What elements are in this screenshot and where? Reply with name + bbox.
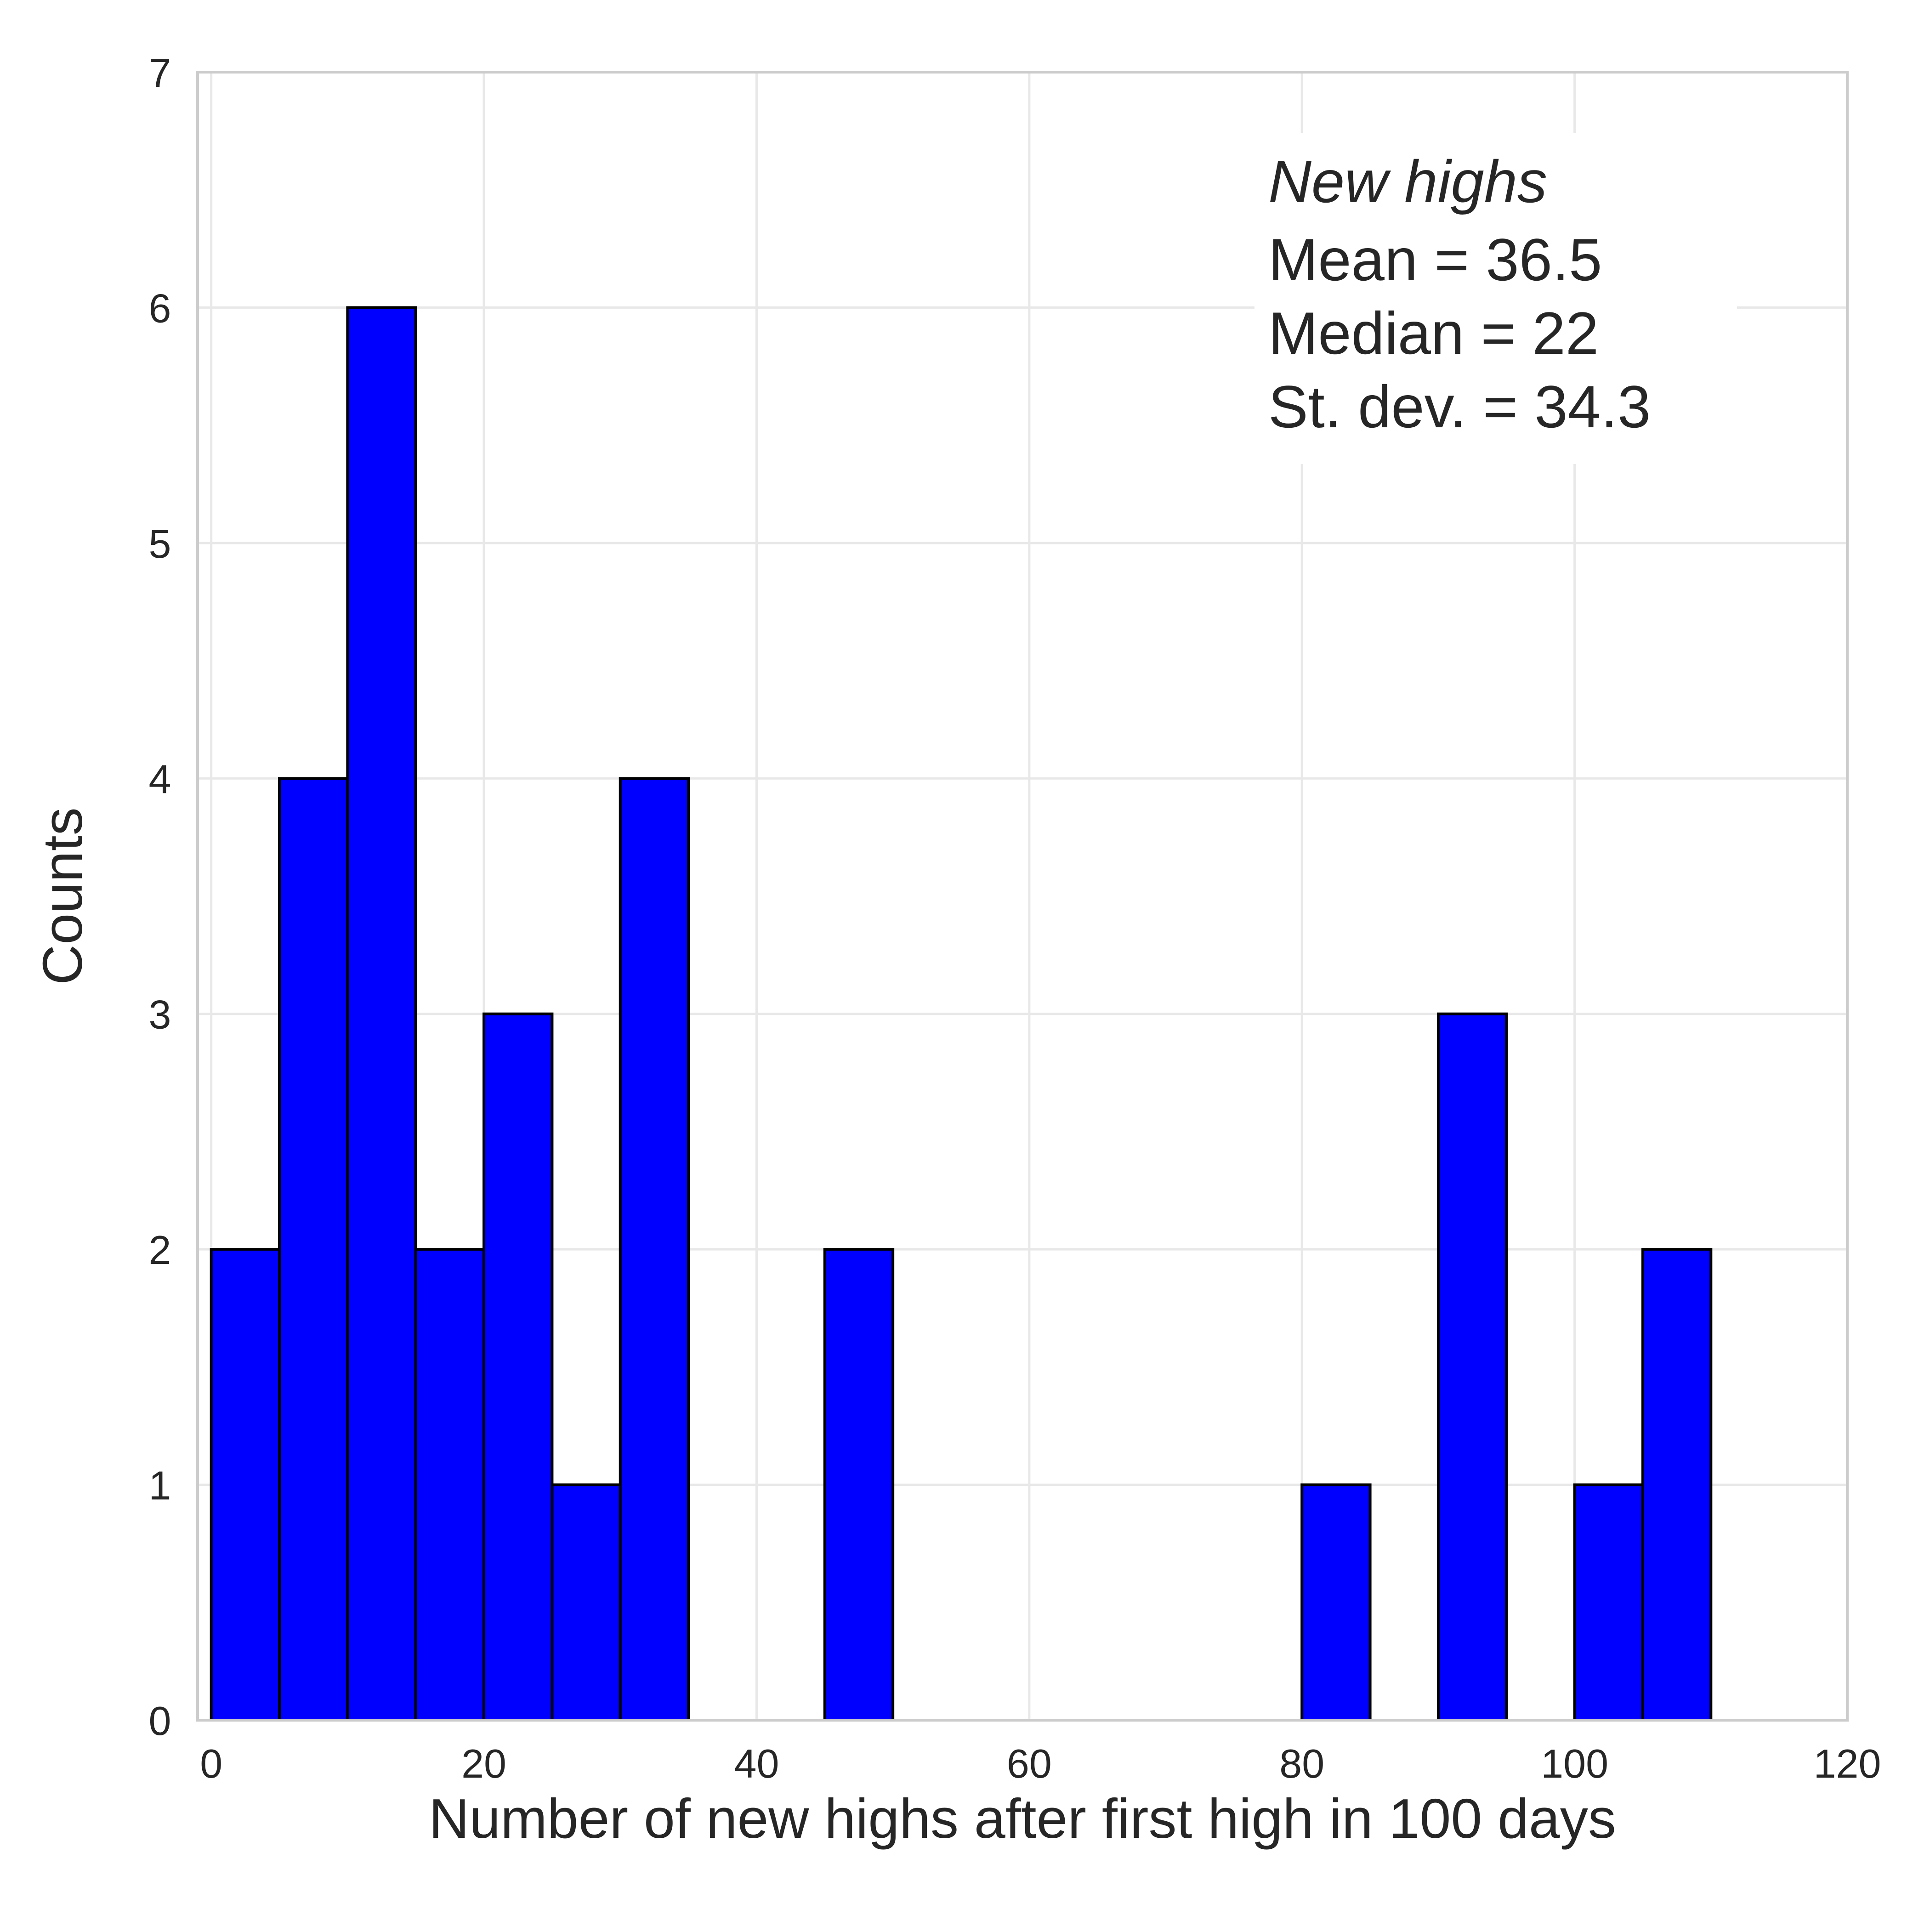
x-tick-label: 120 xyxy=(1814,1741,1881,1786)
histogram-bar xyxy=(1641,1248,1713,1722)
histogram-bar xyxy=(823,1248,895,1722)
histogram-bars xyxy=(210,306,1713,1722)
x-axis-tick-labels: 0 20 40 60 80 100 120 xyxy=(200,1741,1881,1786)
histogram-bar xyxy=(1436,1012,1508,1722)
plot-frame xyxy=(196,71,1849,1722)
histogram-bar xyxy=(551,1483,622,1722)
y-tick-label: 5 xyxy=(149,521,171,567)
x-tick-label: 80 xyxy=(1279,1741,1324,1786)
y-tick-label: 0 xyxy=(149,1698,171,1744)
histogram-bar xyxy=(414,1248,486,1722)
y-tick-label: 7 xyxy=(149,50,171,96)
x-tick-label: 20 xyxy=(461,1741,506,1786)
x-tick-label: 0 xyxy=(200,1741,222,1786)
histogram-bar xyxy=(346,306,417,1722)
y-tick-label: 3 xyxy=(149,992,171,1037)
y-axis-tick-labels: 0 1 2 3 4 5 6 7 xyxy=(149,50,171,1744)
histogram-bar xyxy=(619,777,690,1722)
stats-title: New highs xyxy=(1268,148,1547,215)
x-tick-label: 60 xyxy=(1007,1741,1052,1786)
histogram-bar xyxy=(278,777,349,1722)
stats-annotation-background xyxy=(1254,133,1737,464)
y-tick-label: 1 xyxy=(149,1463,171,1508)
x-tick-label: 100 xyxy=(1541,1741,1608,1786)
histogram-bar xyxy=(482,1012,554,1722)
stats-median: Median = 22 xyxy=(1268,300,1599,367)
y-axis-label: Counts xyxy=(31,807,94,985)
histogram-bar xyxy=(210,1248,281,1722)
x-tick-label: 40 xyxy=(734,1741,779,1786)
histogram-bar xyxy=(1573,1483,1644,1722)
y-tick-label: 4 xyxy=(149,756,171,802)
y-tick-label: 6 xyxy=(149,285,171,331)
stats-mean: Mean = 36.5 xyxy=(1268,226,1602,293)
x-axis-label: Number of new highs after first high in … xyxy=(429,1787,1616,1850)
histogram-bar xyxy=(1300,1483,1372,1722)
stats-annotation: New highs Mean = 36.5 Median = 22 St. de… xyxy=(1254,133,1737,464)
y-tick-label: 2 xyxy=(149,1227,171,1273)
stats-stdev: St. dev. = 34.3 xyxy=(1268,373,1651,440)
